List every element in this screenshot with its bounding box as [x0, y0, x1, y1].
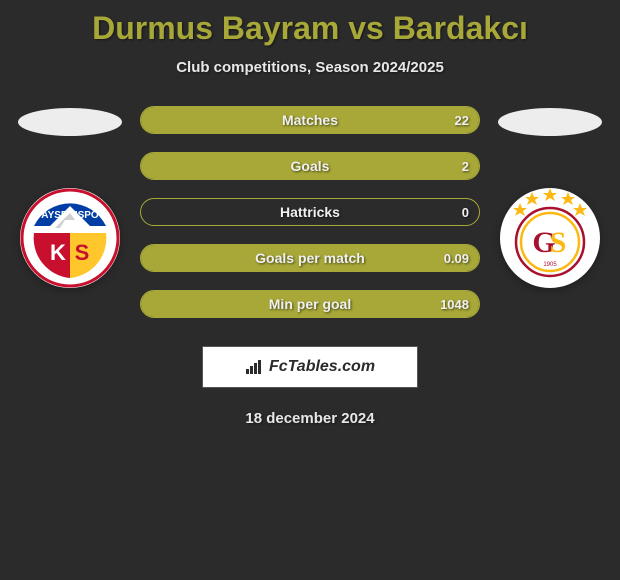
stat-label: Min per goal [269, 296, 351, 312]
svg-text:S: S [550, 226, 567, 259]
stat-bar: Min per goal 1048 [140, 290, 480, 318]
stat-value-right: 22 [455, 113, 469, 128]
comparison-content: AYSERISPO K S Matches 22 Goals 2 Hattricks 0 G… [0, 106, 620, 318]
stat-bar: Hattricks 0 [140, 198, 480, 226]
page-title: Durmus Bayram vs Bardakcı [0, 0, 620, 47]
svg-text:S: S [75, 240, 90, 265]
date-label: 18 december 2024 [0, 410, 620, 427]
club-badge-right: G S 1905 [500, 188, 600, 288]
stat-value-right: 0 [462, 205, 469, 220]
stat-value-right: 1048 [440, 297, 469, 312]
stats-list: Matches 22 Goals 2 Hattricks 0 Goals per match… [140, 106, 480, 318]
stat-bar: Goals per match 0.09 [140, 244, 480, 272]
player-right-avatar [498, 108, 602, 136]
player-left-avatar [18, 108, 122, 136]
galatasaray-logo-icon: G S 1905 [500, 188, 600, 288]
club-badge-left: AYSERISPO K S [20, 188, 120, 288]
player-left-column: AYSERISPO K S [10, 106, 130, 288]
stat-value-right: 0.09 [444, 251, 469, 266]
stat-bar: Matches 22 [140, 106, 480, 134]
player-right-column: G S 1905 [490, 106, 610, 288]
stat-label: Hattricks [280, 204, 340, 220]
stat-label: Goals per match [255, 250, 365, 266]
subtitle: Club competitions, Season 2024/2025 [0, 59, 620, 76]
brand-label: FcTables.com [269, 358, 375, 376]
kayserispor-logo-icon: AYSERISPO K S [20, 188, 120, 288]
chart-icon [245, 359, 265, 375]
svg-text:K: K [50, 240, 66, 265]
svg-text:1905: 1905 [543, 262, 557, 268]
stat-bar: Goals 2 [140, 152, 480, 180]
stat-label: Matches [282, 112, 338, 128]
stat-value-right: 2 [462, 159, 469, 174]
brand-box[interactable]: FcTables.com [202, 346, 418, 388]
stat-label: Goals [291, 158, 330, 174]
